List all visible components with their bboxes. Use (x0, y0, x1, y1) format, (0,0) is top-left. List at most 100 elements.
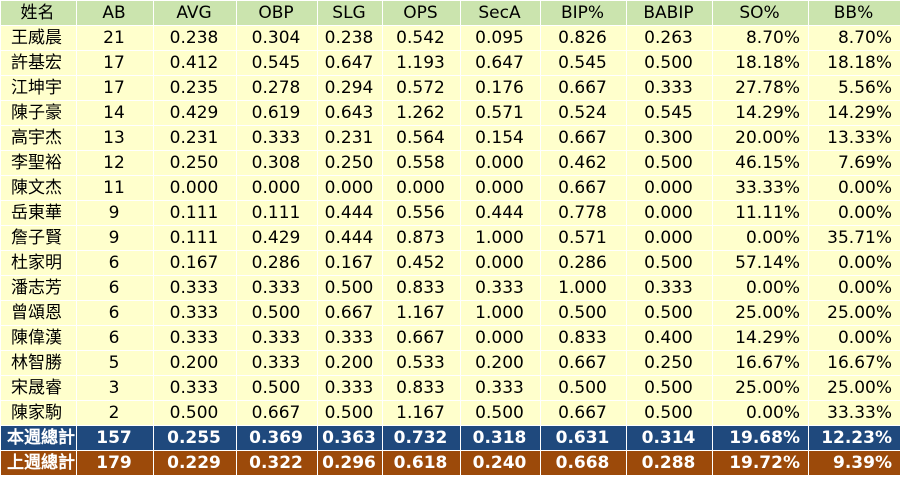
cell-babip: 0.500 (626, 50, 713, 76)
cell-slg: 0.000 (317, 175, 383, 201)
cell-bb: 0.00% (808, 325, 900, 351)
cell-so: 33.33% (712, 175, 809, 201)
player-row: 陳文杰 11 0.000 0.000 0.000 0.000 0.000 0.667 0.000… (0, 175, 900, 201)
player-row: 陳偉漢 6 0.333 0.333 0.333 0.667 0.000 0.833 0.400 1… (0, 325, 900, 351)
cell-bip: 0.668 (540, 450, 627, 476)
cell-bip: 0.667 (540, 125, 627, 151)
cell-slg: 0.647 (317, 50, 383, 76)
cell-obp: 0.500 (236, 300, 318, 326)
cell-ops: 0.556 (382, 200, 461, 226)
cell-babip: 0.400 (626, 325, 713, 351)
cell-bip: 0.833 (540, 325, 627, 351)
cell-ab: 5 (76, 350, 154, 376)
cell-name: 陳偉漢 (0, 325, 77, 351)
cell-slg: 0.363 (317, 425, 383, 451)
cell-ab: 2 (76, 400, 154, 426)
cell-bip: 0.524 (540, 100, 627, 126)
cell-ab: 21 (76, 25, 154, 51)
cell-slg: 0.294 (317, 75, 383, 101)
cell-avg: 0.333 (153, 325, 237, 351)
cell-avg: 0.412 (153, 50, 237, 76)
cell-bip: 0.667 (540, 400, 627, 426)
cell-babip: 0.263 (626, 25, 713, 51)
cell-bb: 33.33% (808, 400, 900, 426)
cell-bip: 0.631 (540, 425, 627, 451)
cell-bip: 1.000 (540, 275, 627, 301)
cell-bip: 0.667 (540, 350, 627, 376)
cell-ops: 1.167 (382, 400, 461, 426)
cell-name: 許基宏 (0, 50, 77, 76)
column-header-ab: AB (76, 0, 154, 26)
cell-slg: 0.296 (317, 450, 383, 476)
cell-bip: 0.500 (540, 300, 627, 326)
cell-so: 14.29% (712, 325, 809, 351)
cell-seca: 0.000 (460, 325, 541, 351)
cell-babip: 0.500 (626, 375, 713, 401)
player-row: 詹子賢 9 0.111 0.429 0.444 0.873 1.000 0.571 0.000 0… (0, 225, 900, 251)
cell-avg: 0.500 (153, 400, 237, 426)
cell-avg: 0.333 (153, 300, 237, 326)
cell-so: 0.00% (712, 225, 809, 251)
cell-bb: 25.00% (808, 300, 900, 326)
cell-babip: 0.314 (626, 425, 713, 451)
cell-slg: 0.500 (317, 275, 383, 301)
cell-ops: 0.873 (382, 225, 461, 251)
cell-ab: 157 (76, 425, 154, 451)
cell-so: 25.00% (712, 300, 809, 326)
cell-bb: 35.71% (808, 225, 900, 251)
cell-ops: 0.542 (382, 25, 461, 51)
cell-bb: 25.00% (808, 375, 900, 401)
cell-so: 57.14% (712, 250, 809, 276)
cell-seca: 0.176 (460, 75, 541, 101)
cell-seca: 0.000 (460, 150, 541, 176)
cell-name: 陳文杰 (0, 175, 77, 201)
cell-bip: 0.826 (540, 25, 627, 51)
cell-ops: 0.833 (382, 375, 461, 401)
cell-so: 16.67% (712, 350, 809, 376)
cell-ops: 0.000 (382, 175, 461, 201)
cell-ab: 9 (76, 200, 154, 226)
header-row: 姓名 AB AVG OBP SLG OPS SecA BIP% BABIP SO% BB% (0, 0, 900, 26)
player-row: 高宇杰 13 0.231 0.333 0.231 0.564 0.154 0.667 0.300… (0, 125, 900, 151)
cell-avg: 0.231 (153, 125, 237, 151)
cell-ab: 6 (76, 275, 154, 301)
cell-avg: 0.111 (153, 200, 237, 226)
cell-obp: 0.308 (236, 150, 318, 176)
player-row: 曾頌恩 6 0.333 0.500 0.667 1.167 1.000 0.500 0.500 2… (0, 300, 900, 326)
cell-so: 11.11% (712, 200, 809, 226)
cell-slg: 0.444 (317, 225, 383, 251)
cell-ab: 3 (76, 375, 154, 401)
cell-avg: 0.235 (153, 75, 237, 101)
cell-bip: 0.286 (540, 250, 627, 276)
cell-ab: 14 (76, 100, 154, 126)
cell-slg: 0.231 (317, 125, 383, 151)
cell-avg: 0.255 (153, 425, 237, 451)
player-row: 林智勝 5 0.200 0.333 0.200 0.533 0.200 0.667 0.250 1… (0, 350, 900, 376)
player-row: 王威晨 21 0.238 0.304 0.238 0.542 0.095 0.826 0.263… (0, 25, 900, 51)
cell-babip: 0.333 (626, 75, 713, 101)
cell-babip: 0.500 (626, 300, 713, 326)
cell-obp: 0.369 (236, 425, 318, 451)
cell-avg: 0.250 (153, 150, 237, 176)
column-header-ops: OPS (382, 0, 461, 26)
cell-bip: 0.545 (540, 50, 627, 76)
cell-babip: 0.500 (626, 400, 713, 426)
cell-seca: 0.444 (460, 200, 541, 226)
cell-obp: 0.619 (236, 100, 318, 126)
cell-bip: 0.667 (540, 175, 627, 201)
player-row: 陳家駒 2 0.500 0.667 0.500 1.167 0.500 0.667 0.500 0… (0, 400, 900, 426)
cell-obp: 0.304 (236, 25, 318, 51)
cell-so: 19.68% (712, 425, 809, 451)
cell-slg: 0.250 (317, 150, 383, 176)
cell-ops: 0.564 (382, 125, 461, 151)
cell-name: 曾頌恩 (0, 300, 77, 326)
cell-avg: 0.238 (153, 25, 237, 51)
cell-so: 14.29% (712, 100, 809, 126)
cell-slg: 0.444 (317, 200, 383, 226)
cell-seca: 0.571 (460, 100, 541, 126)
cell-ops: 0.533 (382, 350, 461, 376)
cell-ops: 0.452 (382, 250, 461, 276)
cell-bb: 7.69% (808, 150, 900, 176)
cell-ab: 6 (76, 325, 154, 351)
cell-name: 詹子賢 (0, 225, 77, 251)
